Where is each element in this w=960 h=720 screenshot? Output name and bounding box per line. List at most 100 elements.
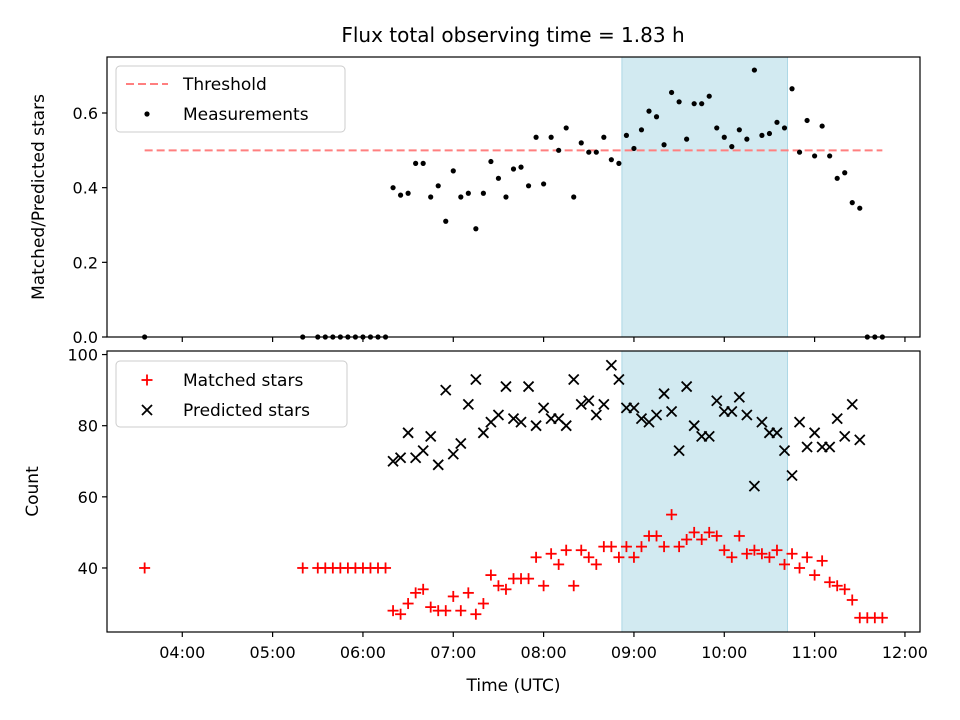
legend-threshold-label: Threshold (182, 75, 267, 95)
measurement-point (789, 86, 795, 92)
matched-star-point (763, 551, 775, 563)
matched-star-point (711, 530, 723, 542)
matched-star-point (620, 541, 632, 553)
measurement-point (849, 200, 855, 206)
bottom-axes-frame (106, 350, 921, 633)
matched-star-point (703, 526, 715, 538)
matched-star-point (568, 580, 580, 592)
predicted-star-point (673, 444, 685, 457)
x-tick-label: 08:00 (521, 643, 567, 662)
measurement-point (465, 190, 471, 196)
matched-star-point (726, 551, 738, 563)
predicted-star-point (786, 469, 798, 482)
legend-predicted-label: Predicted stars (183, 401, 310, 421)
matched-star-point (485, 569, 497, 581)
predicted-star-point (650, 409, 663, 421)
predicted-star-point (500, 380, 512, 393)
measurement-point (751, 67, 757, 73)
matched-star-point (666, 509, 678, 521)
measurement-point (668, 89, 675, 96)
predicted-star-point (628, 402, 640, 414)
measurement-point (458, 194, 464, 200)
y-tick-label: 0.6 (73, 104, 98, 123)
measurement-point (646, 108, 652, 114)
legend-predicted-swatch (141, 404, 153, 416)
measurement-point (766, 130, 773, 137)
predicted-star-point (575, 398, 587, 410)
y-tick-label: 0.0 (73, 328, 98, 347)
matched-star-point (839, 583, 851, 595)
measurement-point (518, 164, 524, 170)
matched-star-point (477, 598, 489, 610)
measurement-point (834, 175, 840, 181)
predicted-star-point (560, 420, 572, 432)
top-axes: 0.0 0.2 0.4 0.6 Matched/Predicted stars Thr… (29, 56, 921, 347)
predicted-star-point (394, 452, 407, 464)
measurement-point (676, 99, 682, 105)
measurement-point (699, 101, 705, 107)
predicted-star-point (741, 409, 753, 421)
bottom-y-ticks: 40 60 80 100 (67, 346, 107, 578)
measurement-point (405, 190, 411, 196)
measurement-point (781, 125, 788, 131)
measurement-point (397, 192, 404, 198)
matched-star-point (530, 551, 542, 563)
predicted-star-point (590, 409, 602, 421)
measurement-point (804, 117, 810, 124)
predicted-star-point (711, 395, 723, 407)
matched-star-point (425, 601, 437, 613)
predicted-star-point (530, 420, 542, 432)
predicted-star-point (793, 416, 806, 428)
matched-star-point (628, 551, 640, 563)
matched-star-point (733, 530, 745, 542)
predicted-star-point (733, 391, 745, 403)
measurement-point (721, 134, 727, 140)
measurement-point (819, 123, 825, 129)
matched-star-point (387, 605, 399, 617)
measurement-point (601, 134, 607, 140)
y-tick-label: 80 (78, 417, 98, 436)
predicted-star-point (425, 430, 437, 443)
predicted-star-point (681, 380, 693, 393)
measurement-point (435, 183, 441, 189)
measurement-point (684, 136, 690, 142)
measurements-points (142, 67, 885, 340)
matched-star-point (651, 530, 663, 542)
matched-star-point (688, 526, 700, 538)
y-tick-label: 60 (78, 488, 98, 507)
predicted-star-point (402, 427, 414, 439)
predicted-star-point (808, 427, 821, 439)
measurement-point (638, 127, 645, 133)
x-tick-label: 10:00 (701, 643, 747, 662)
measurement-point (608, 157, 614, 163)
measurement-point (623, 132, 630, 138)
predicted-star-point (432, 459, 444, 471)
measurement-point (578, 140, 584, 146)
bottom-y-axis-label: Count (23, 466, 43, 517)
measurement-point (533, 134, 539, 140)
matched-star-point (613, 551, 625, 563)
predicted-star-point (771, 427, 783, 439)
measurement-point (571, 194, 577, 200)
matched-star-point (756, 548, 768, 560)
legend-measurements-swatch (144, 111, 150, 117)
measurement-point (450, 168, 456, 174)
matched-star-point (575, 544, 587, 556)
measurement-point (541, 181, 547, 187)
predicted-star-point (605, 359, 617, 371)
y-tick-label: 40 (78, 559, 98, 578)
y-tick-label: 100 (67, 346, 98, 365)
measurement-point (653, 114, 660, 120)
predicted-star-point (387, 455, 399, 467)
bottom-x-ticks: 04:00 05:00 06:00 07:00 08:00 09:00 10:00 11:00… (159, 632, 928, 662)
measurement-point (510, 166, 517, 172)
matched-star-point (816, 555, 828, 567)
measurement-point (842, 170, 848, 176)
predicted-star-point (598, 398, 610, 410)
measurement-point (525, 183, 532, 189)
measurement-point (480, 190, 486, 196)
measurement-point (827, 153, 833, 159)
predicted-stars-points (387, 359, 866, 492)
predicted-star-point (831, 412, 843, 425)
matched-star-point (846, 594, 858, 606)
